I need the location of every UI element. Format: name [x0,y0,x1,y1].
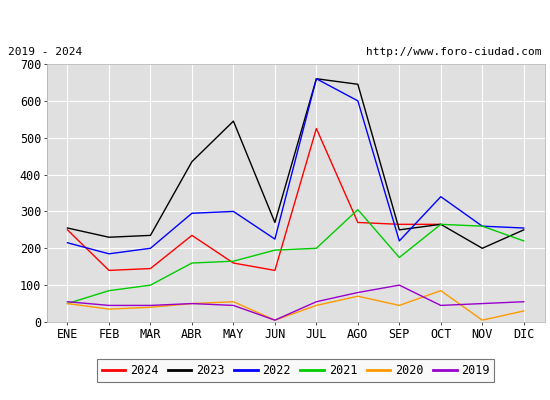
Legend: 2024, 2023, 2022, 2021, 2020, 2019: 2024, 2023, 2022, 2021, 2020, 2019 [97,360,494,382]
Text: http://www.foro-ciudad.com: http://www.foro-ciudad.com [366,47,542,57]
Text: Evolucion Nº Turistas Extranjeros en el municipio de Hervás: Evolucion Nº Turistas Extranjeros en el … [27,14,523,32]
Text: 2019 - 2024: 2019 - 2024 [8,47,82,57]
